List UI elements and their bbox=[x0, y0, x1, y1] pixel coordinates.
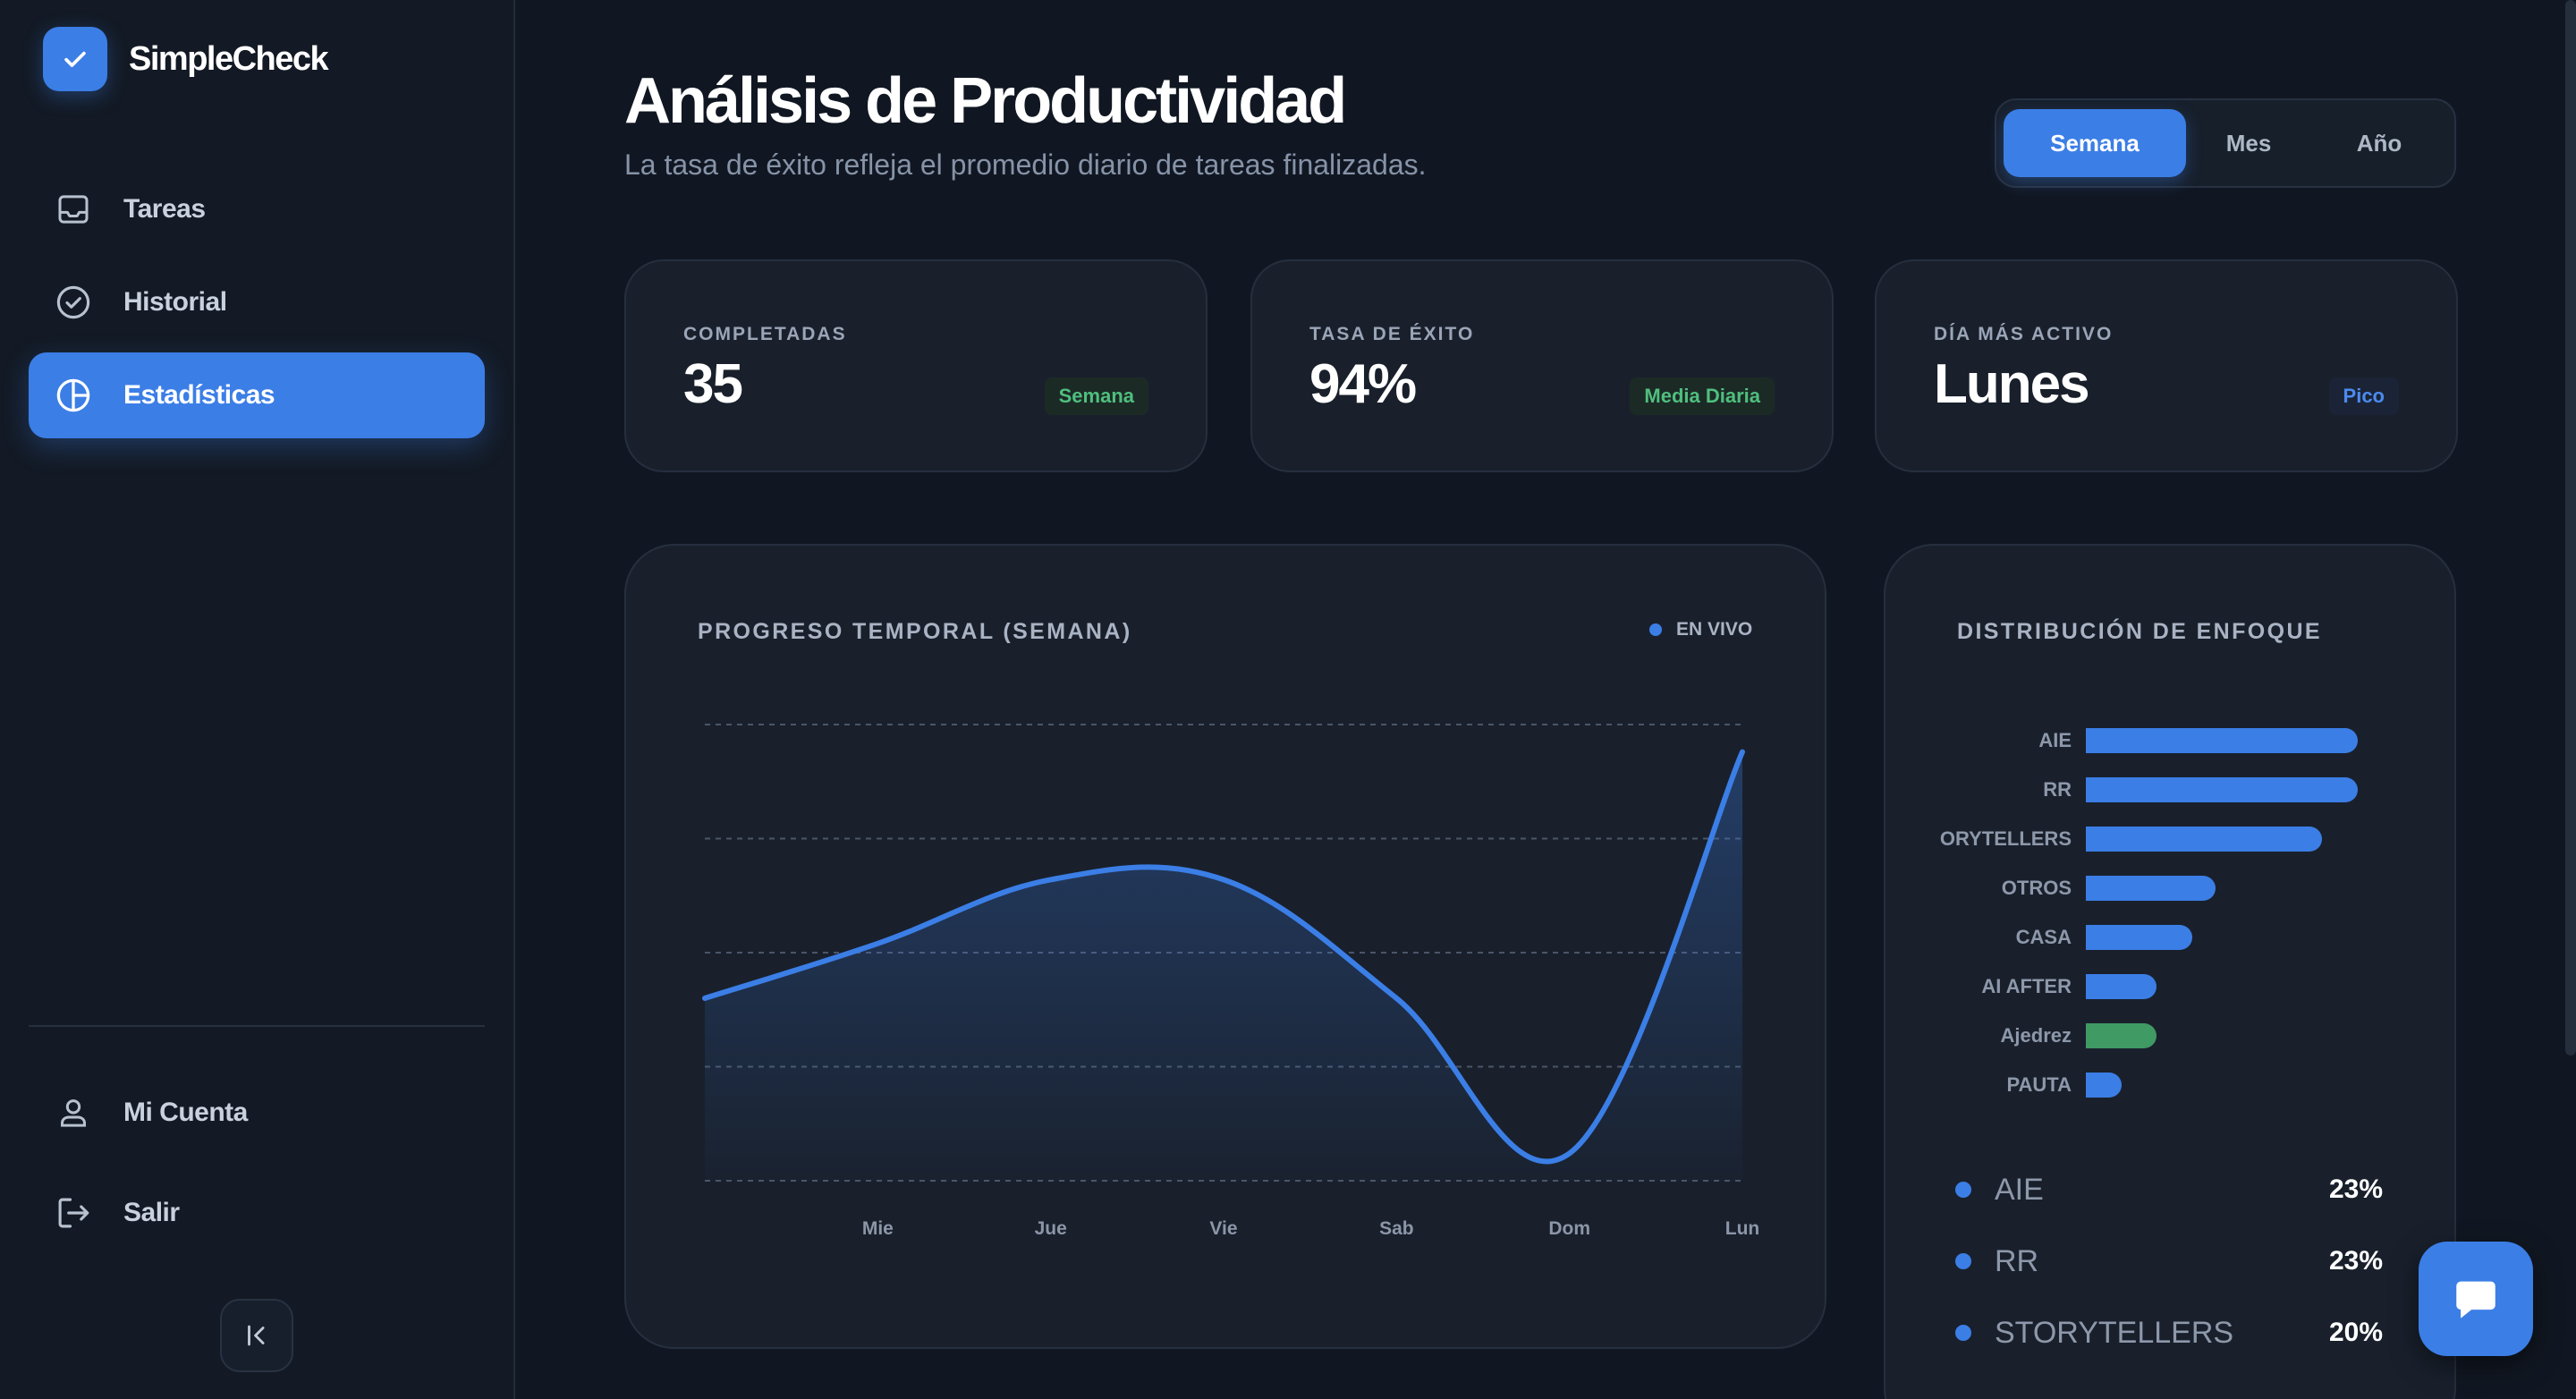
sidebar-item-estadisticas[interactable]: Estadísticas bbox=[29, 352, 485, 438]
bar-label: AIE bbox=[2038, 729, 2072, 751]
stat-value: 94% bbox=[1309, 353, 1417, 415]
check-circle-icon bbox=[54, 283, 93, 322]
x-tick-label: Mie bbox=[861, 1218, 894, 1239]
status-badge: Pico bbox=[2328, 377, 2399, 415]
collapse-icon bbox=[248, 1325, 265, 1346]
bar-row: OTROS bbox=[1878, 876, 2216, 901]
bar-label: ORYTELLERS bbox=[1939, 827, 2072, 850]
progress-panel-title: PROGRESO TEMPORAL (SEMANA) bbox=[698, 619, 1132, 644]
bar bbox=[2086, 1073, 2122, 1098]
bar-row: PAUTA bbox=[1878, 1073, 2122, 1098]
bar-label: Ajedrez bbox=[2000, 1024, 2072, 1047]
status-badge: Semana bbox=[1044, 377, 1148, 415]
legend-dot-icon bbox=[1955, 1325, 1971, 1341]
bar-row: RR bbox=[1878, 777, 2358, 802]
sidebar-item-historial[interactable]: Historial bbox=[29, 259, 485, 345]
bar bbox=[2086, 974, 2157, 999]
legend-dot-icon bbox=[1955, 1182, 1971, 1198]
bar-label: RR bbox=[2043, 778, 2072, 801]
bar bbox=[2086, 728, 2358, 753]
sidebar-item-label: Salir bbox=[123, 1198, 180, 1227]
scrollbar[interactable] bbox=[2565, 0, 2576, 1056]
tab-ano[interactable]: Año bbox=[2356, 129, 2402, 157]
bar bbox=[2086, 876, 2216, 901]
legend-item: AIE 23% bbox=[1955, 1172, 2383, 1208]
bar-label: AI AFTER bbox=[1981, 975, 2072, 997]
bar-row: AI AFTER bbox=[1878, 974, 2157, 999]
bar-row: AIE bbox=[1878, 728, 2358, 753]
x-tick-label: Lun bbox=[1724, 1218, 1760, 1239]
brand-name: SimpleCheck bbox=[129, 39, 329, 78]
stat-label: TASA DE ÉXITO bbox=[1309, 324, 1475, 344]
page-title: Análisis de Productividad bbox=[624, 65, 1347, 137]
stat-value: 35 bbox=[683, 353, 743, 415]
chat-icon bbox=[2456, 1281, 2496, 1318]
stat-label: COMPLETADAS bbox=[683, 324, 847, 344]
sidebar-item-salir[interactable]: Salir bbox=[29, 1170, 485, 1256]
tab-semana[interactable]: Semana bbox=[2004, 109, 2186, 177]
sidebar-item-label: Tareas bbox=[123, 194, 206, 224]
stat-card-tasa-exito: TASA DE ÉXITO 94% Media Diaria bbox=[1250, 259, 1834, 472]
bar-row: ORYTELLERS bbox=[1878, 827, 2323, 852]
legend-item: RR 23% bbox=[1955, 1243, 2383, 1279]
tab-mes[interactable]: Mes bbox=[2225, 129, 2272, 157]
logout-icon bbox=[54, 1193, 93, 1233]
legend-percentage: 23% bbox=[2328, 1246, 2383, 1276]
stat-value: Lunes bbox=[1934, 353, 2090, 415]
sidebar-item-mi-cuenta[interactable]: Mi Cuenta bbox=[29, 1070, 485, 1156]
status-badge: Media Diaria bbox=[1630, 377, 1775, 415]
legend-dot-icon bbox=[1955, 1253, 1971, 1269]
sidebar-item-tareas[interactable]: Tareas bbox=[29, 166, 485, 252]
live-indicator: EN VIVO bbox=[1649, 619, 1752, 640]
bar bbox=[2086, 827, 2323, 852]
legend-percentage: 20% bbox=[2328, 1318, 2383, 1347]
period-switch: Semana Mes Año bbox=[1995, 98, 2456, 188]
chat-button[interactable] bbox=[2419, 1242, 2533, 1356]
collapse-sidebar-button[interactable] bbox=[220, 1299, 293, 1372]
brand[interactable]: SimpleCheck bbox=[43, 27, 329, 91]
bar bbox=[2086, 1023, 2157, 1048]
bar-row: Ajedrez bbox=[1878, 1023, 2157, 1048]
stat-label: DÍA MÁS ACTIVO bbox=[1934, 324, 2114, 344]
stat-card-completadas: COMPLETADAS 35 Semana bbox=[624, 259, 1208, 472]
bar bbox=[2086, 925, 2192, 950]
legend-name: STORYTELLERS bbox=[1995, 1315, 2234, 1350]
live-label: EN VIVO bbox=[1676, 619, 1753, 640]
live-dot-icon bbox=[1649, 623, 1662, 636]
distribution-panel bbox=[1884, 544, 2456, 1399]
x-tick-label: Dom bbox=[1548, 1218, 1590, 1239]
x-tick-label: Sab bbox=[1379, 1218, 1414, 1239]
stat-card-dia-activo: DÍA MÁS ACTIVO Lunes Pico bbox=[1875, 259, 2458, 472]
bar bbox=[2086, 777, 2358, 802]
sidebar-item-label: Historial bbox=[123, 287, 227, 317]
bar-label: PAUTA bbox=[2006, 1073, 2072, 1096]
sidebar-item-label: Estadísticas bbox=[123, 380, 275, 410]
sidebar: SimpleCheck Tareas Historial Estadística… bbox=[0, 0, 515, 1399]
page-subtitle: La tasa de éxito refleja el promedio dia… bbox=[624, 148, 1427, 181]
bar-row: CASA bbox=[1878, 925, 2192, 950]
legend-name: RR bbox=[1995, 1243, 2039, 1278]
check-icon bbox=[43, 27, 107, 91]
legend-name: AIE bbox=[1995, 1172, 2044, 1207]
bar-label: CASA bbox=[2015, 926, 2072, 948]
distribution-panel-title: DISTRIBUCIÓN DE ENFOQUE bbox=[1957, 619, 2322, 644]
series-line bbox=[702, 749, 1745, 1165]
legend-percentage: 23% bbox=[2328, 1174, 2383, 1204]
pie-chart-icon bbox=[54, 376, 93, 415]
inbox-icon bbox=[54, 190, 93, 229]
x-tick-label: Jue bbox=[1034, 1218, 1067, 1239]
sidebar-divider bbox=[29, 1025, 485, 1027]
user-icon bbox=[54, 1093, 93, 1132]
sidebar-item-label: Mi Cuenta bbox=[123, 1098, 248, 1127]
x-tick-label: Vie bbox=[1209, 1218, 1238, 1239]
legend-item: STORYTELLERS 20% bbox=[1955, 1315, 2383, 1351]
series-area bbox=[705, 751, 1742, 1181]
bar-label: OTROS bbox=[2001, 877, 2072, 899]
